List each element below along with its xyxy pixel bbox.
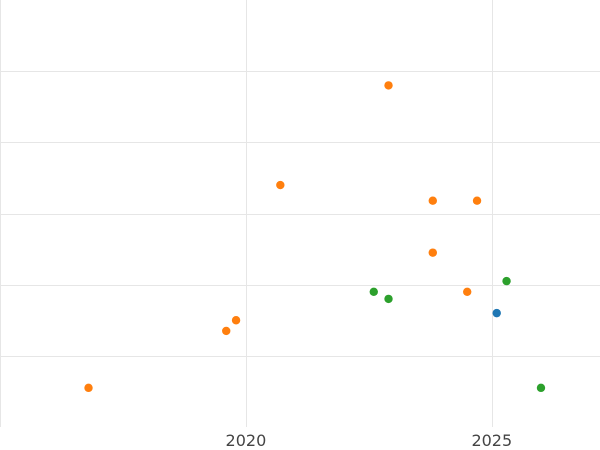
data-point-series1-7: [463, 287, 472, 296]
data-point-series2-1: [384, 294, 393, 304]
data-point-series2-3: [536, 383, 546, 393]
data-point-series1-5: [428, 196, 437, 205]
data-point-series1-0: [84, 383, 93, 393]
data-point-series1-2: [231, 316, 241, 325]
x-tick-label-2025: 2025: [471, 431, 512, 450]
data-point-series1-6: [428, 248, 437, 257]
data-point-series1-8: [472, 196, 482, 205]
data-point-series2-2: [502, 276, 511, 286]
data-point-series0-0: [492, 308, 501, 318]
data-point-series1-1: [222, 326, 231, 336]
data-points: [84, 81, 546, 393]
gridlines: [0, 0, 600, 427]
x-tick-label-2020: 2020: [226, 431, 267, 450]
data-point-series1-3: [276, 180, 285, 190]
data-point-series2-0: [369, 287, 378, 296]
data-point-series1-4: [384, 81, 393, 90]
x-axis-tick-labels: 2020 2025: [226, 431, 513, 450]
